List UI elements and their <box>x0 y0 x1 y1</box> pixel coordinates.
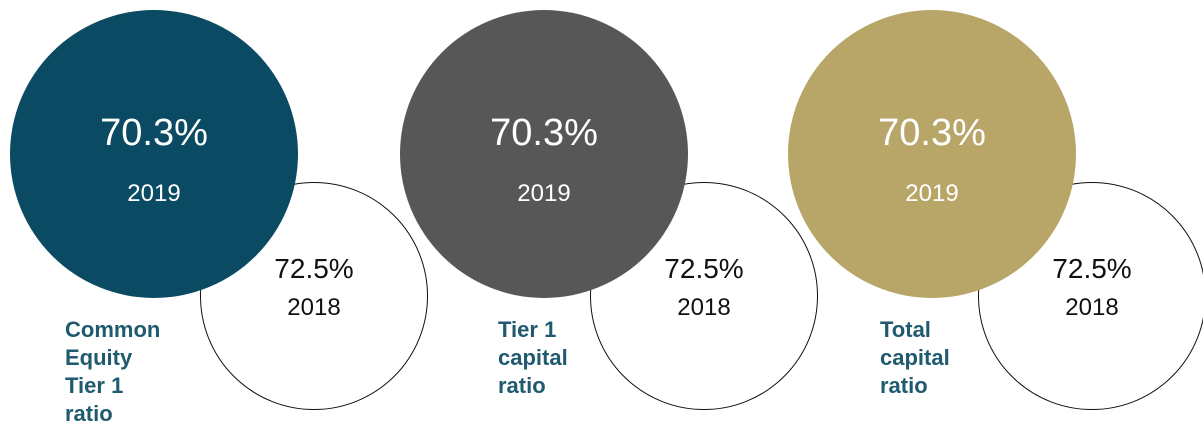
current-year-label: 2019 <box>127 180 181 207</box>
prior-year-value: 72.5% <box>1052 253 1132 284</box>
prior-year-label: 2018 <box>287 294 341 321</box>
current-year-circle: 70.3% 2019 <box>10 10 298 298</box>
prior-year-label: 2018 <box>1065 294 1119 321</box>
prior-year-circle: 72.5% 2018 <box>590 182 818 410</box>
ratio-group-tier1: 72.5% 2018 70.3% 2019 Tier 1 capital rat… <box>390 0 818 444</box>
current-year-label: 2019 <box>905 180 959 207</box>
ratio-group-total: 72.5% 2018 70.3% 2019 Total capital rati… <box>780 0 1203 444</box>
ratio-label: Tier 1 capital ratio <box>498 317 568 398</box>
prior-year-label: 2018 <box>677 294 731 321</box>
prior-year-value: 72.5% <box>664 253 744 284</box>
ratio-label: Total capital ratio <box>880 317 950 398</box>
current-year-value: 70.3% <box>490 112 598 154</box>
current-year-circle: 70.3% 2019 <box>788 10 1076 298</box>
current-year-circle: 70.3% 2019 <box>400 10 688 298</box>
current-year-label: 2019 <box>517 180 571 207</box>
prior-year-value: 72.5% <box>274 253 354 284</box>
ratio-group-cet1: 72.5% 2018 70.3% 2019 Common Equity Tier… <box>0 0 428 444</box>
current-year-value: 70.3% <box>100 112 208 154</box>
ratio-label: Common Equity Tier 1 ratio <box>65 317 161 426</box>
current-year-value: 70.3% <box>878 112 986 154</box>
